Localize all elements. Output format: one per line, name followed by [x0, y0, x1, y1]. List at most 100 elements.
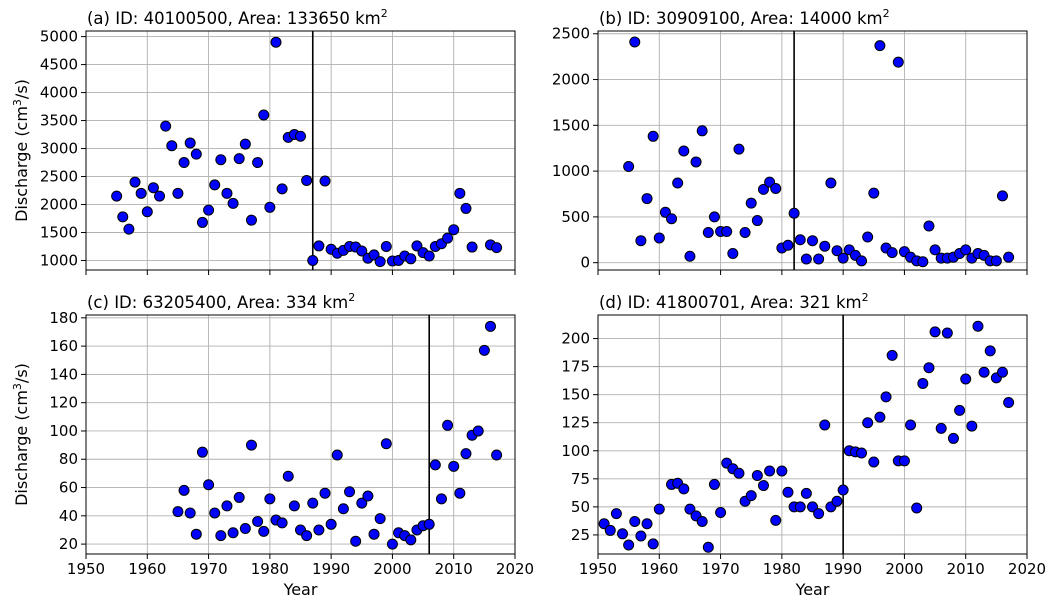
- x-tick-label: 1970: [701, 560, 739, 578]
- data-point: [745, 490, 757, 502]
- data-point: [868, 187, 880, 199]
- x-tick-label: 1990: [312, 560, 350, 578]
- data-point: [386, 538, 398, 550]
- panel-title-superscript: 2: [348, 291, 355, 304]
- data-point: [623, 161, 635, 173]
- panel-title: (a) ID: 40100500, Area: 133650 km2: [87, 7, 388, 28]
- x-tick-label: 1980: [763, 560, 801, 578]
- x-tick-label: 1960: [128, 560, 166, 578]
- data-point: [239, 138, 251, 150]
- data-point: [239, 523, 251, 535]
- data-point: [678, 483, 690, 495]
- y-tick-label: 140: [49, 365, 78, 383]
- y-tick-label: 200: [561, 330, 590, 348]
- data-point: [794, 501, 806, 513]
- data-point: [184, 137, 196, 149]
- plot-frame: [597, 30, 1028, 271]
- data-point: [733, 143, 745, 155]
- data-point: [491, 449, 503, 461]
- panel-title-text: (b) ID: 30909100, Area: 14000 km: [599, 9, 883, 28]
- data-point: [715, 506, 727, 518]
- data-point: [356, 497, 368, 509]
- data-point: [635, 235, 647, 247]
- data-point: [684, 503, 696, 515]
- data-point: [923, 220, 935, 232]
- data-point: [978, 366, 990, 378]
- data-point: [708, 211, 720, 223]
- data-point: [837, 252, 849, 264]
- data-point: [941, 327, 953, 339]
- data-point: [708, 478, 720, 490]
- panel-title: (c) ID: 63205400, Area: 334 km2: [87, 291, 355, 312]
- data-point: [954, 404, 966, 416]
- y-tick-label: 500: [561, 208, 590, 226]
- data-point: [350, 535, 362, 547]
- y-tick-label: 1500: [552, 116, 590, 134]
- data-point: [807, 235, 818, 247]
- y-axis-label: Discharge (cm3/s): [11, 79, 31, 222]
- y-tick-label: 3500: [40, 112, 78, 130]
- data-point: [178, 157, 190, 169]
- data-point: [672, 177, 684, 189]
- data-point: [917, 256, 929, 268]
- data-point: [702, 226, 714, 238]
- data-point: [435, 493, 447, 505]
- y-tick-label: 50: [571, 498, 590, 516]
- y-tick-label: 4500: [40, 56, 78, 74]
- data-point: [684, 250, 696, 262]
- panel-b: 0 500 1000 1500 2000 2500 (b) ID: 30909100, Ar…: [552, 7, 1028, 275]
- data-point: [203, 204, 215, 216]
- y-axis-label-text: Discharge (cm: [12, 106, 31, 222]
- data-point: [770, 183, 782, 195]
- data-point: [819, 419, 831, 431]
- data-point: [666, 213, 678, 225]
- data-point: [653, 503, 665, 515]
- y-tick-label: 40: [59, 507, 78, 525]
- data-point: [874, 40, 886, 52]
- data-point: [411, 240, 423, 252]
- y-tick-label: 1500: [40, 223, 78, 241]
- data-point: [337, 503, 349, 515]
- data-point: [696, 125, 708, 137]
- data-point: [454, 487, 466, 499]
- data-point: [135, 187, 147, 199]
- x-tick-label: 1980: [251, 560, 289, 578]
- y-axis-label: Discharge (cm3/s): [11, 363, 31, 506]
- y-tick-label: 175: [561, 358, 590, 376]
- data-point: [252, 157, 264, 169]
- data-point: [923, 362, 935, 374]
- data-point: [1003, 397, 1015, 409]
- data-point: [911, 502, 923, 514]
- panel-title-superscript: 2: [883, 7, 890, 20]
- data-point: [629, 36, 641, 48]
- data-point: [374, 513, 386, 525]
- x-tick-label: 2010: [435, 560, 473, 578]
- data-point: [264, 493, 276, 505]
- x-tick-label: 2000: [885, 560, 923, 578]
- data-point: [653, 232, 665, 244]
- y-tick-label: 180: [49, 309, 78, 327]
- data-point: [929, 326, 941, 338]
- data-point: [800, 253, 812, 265]
- data-point: [313, 240, 325, 252]
- y-axis-label-superscript: 3: [11, 383, 24, 390]
- panel-title: (b) ID: 30909100, Area: 14000 km2: [599, 7, 890, 28]
- data-point: [757, 480, 769, 492]
- data-point: [331, 449, 343, 461]
- data-point: [245, 439, 257, 451]
- data-point: [203, 479, 215, 491]
- data-point: [947, 432, 959, 444]
- data-point: [233, 491, 245, 503]
- data-point: [454, 187, 466, 199]
- data-point: [739, 226, 751, 238]
- x-tick-label: 1970: [189, 560, 227, 578]
- data-point: [794, 234, 806, 246]
- x-axis-label: Year: [283, 580, 318, 599]
- data-point: [227, 197, 239, 209]
- data-point: [380, 240, 392, 252]
- data-point: [319, 487, 331, 499]
- x-tick-label: 2020: [1008, 560, 1046, 578]
- data-point: [276, 183, 288, 195]
- data-point: [270, 36, 282, 48]
- y-tick-label: 3000: [40, 140, 78, 158]
